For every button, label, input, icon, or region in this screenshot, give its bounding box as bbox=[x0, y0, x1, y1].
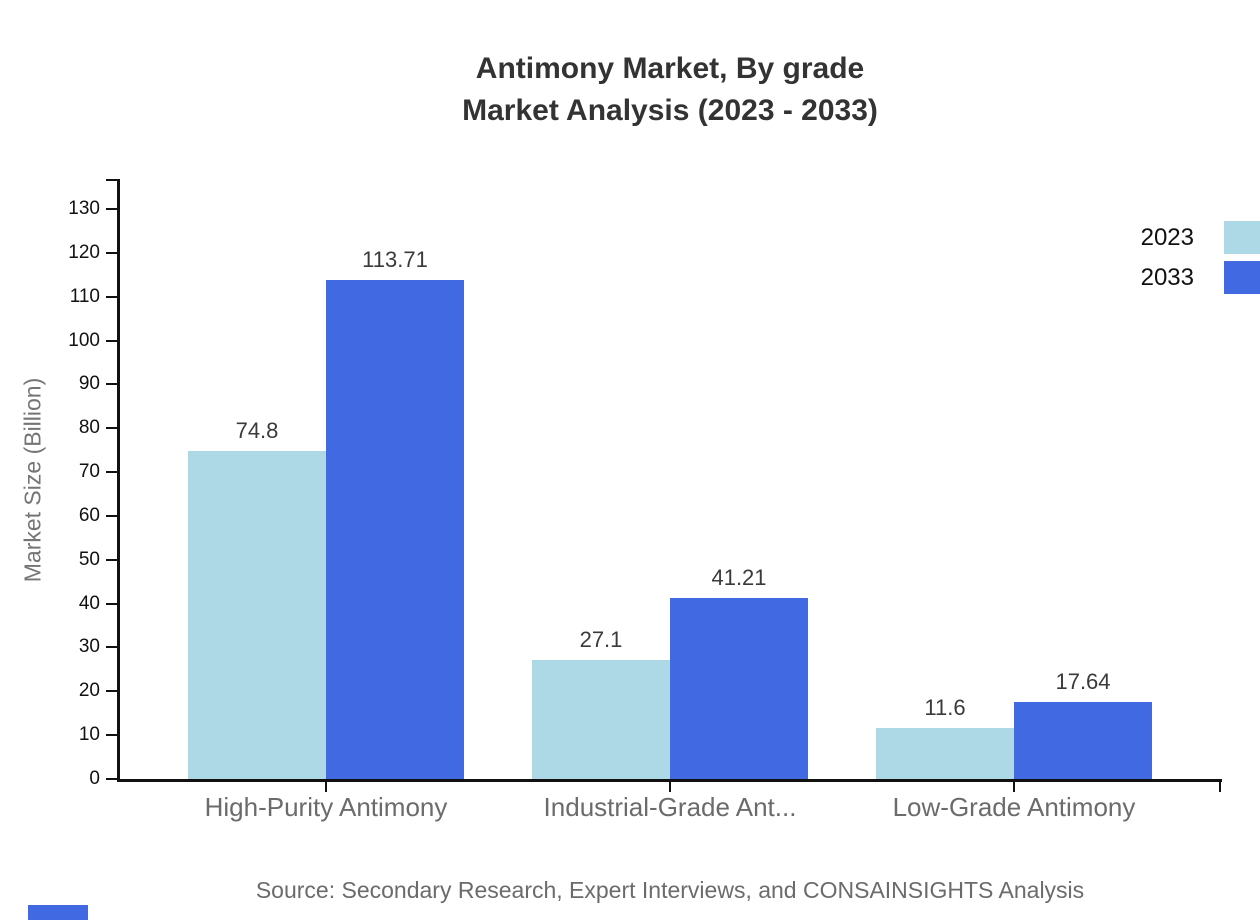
bar-value-label: 27.1 bbox=[579, 627, 623, 652]
y-tick-label: 80 bbox=[78, 417, 100, 439]
bar-value-label: 41.21 bbox=[711, 565, 767, 590]
bar-value-label: 17.64 bbox=[1055, 669, 1111, 694]
chart-title-line1: Antimony Market, By grade bbox=[475, 52, 865, 85]
bar-value-label: 11.6 bbox=[924, 695, 966, 720]
y-tick-label: 110 bbox=[69, 285, 100, 307]
bar-2033-2 bbox=[1014, 702, 1152, 779]
y-tick-label: 40 bbox=[78, 592, 100, 614]
y-tick-mark bbox=[106, 602, 117, 605]
y-tick-mark bbox=[106, 339, 117, 342]
y-tick-mark bbox=[106, 383, 117, 386]
x-category-label: Industrial-Grade Ant... bbox=[543, 792, 797, 822]
y-tick-mark bbox=[106, 251, 117, 254]
y-tick-label: 20 bbox=[78, 680, 100, 702]
y-tick-mark bbox=[106, 690, 117, 693]
y-tick-mark bbox=[106, 208, 117, 210]
y-tick-label: 0 bbox=[89, 768, 100, 789]
bar-2023-1 bbox=[532, 660, 670, 779]
x-axis-line bbox=[117, 779, 1222, 782]
x-tick-mark bbox=[325, 782, 327, 792]
x-category-label: Low-Grade Antimony bbox=[892, 792, 1136, 822]
bar-value-label: 74.8 bbox=[235, 418, 279, 443]
y-tick-label: 50 bbox=[78, 548, 100, 570]
x-tick-mark bbox=[1013, 782, 1015, 792]
y-tick-label: 60 bbox=[78, 504, 100, 526]
x-axis-end-tick-icon bbox=[1219, 782, 1221, 792]
legend-label-2033[interactable]: 2033 bbox=[1140, 264, 1194, 291]
chart-title: Antimony Market, By grade Market Analysi… bbox=[80, 48, 1260, 132]
x-category-label: High-Purity Antimony bbox=[204, 792, 448, 822]
y-tick-label: 70 bbox=[78, 461, 100, 483]
bar-2033-0 bbox=[326, 280, 464, 779]
y-axis-end-tick-icon bbox=[106, 179, 120, 181]
partial-bar-bottom-left-icon bbox=[28, 905, 88, 920]
y-tick-mark bbox=[106, 646, 117, 649]
source-text: Source: Secondary Research, Expert Inter… bbox=[255, 877, 1085, 903]
bar-2023-2 bbox=[876, 728, 1014, 779]
y-tick-label: 120 bbox=[68, 241, 100, 263]
y-tick-label: 130 bbox=[68, 198, 100, 219]
x-tick-mark bbox=[669, 782, 671, 792]
chart-title-line2: Market Analysis (2023 - 2033) bbox=[462, 94, 878, 127]
y-axis-line bbox=[117, 179, 120, 782]
legend-swatch-2023-icon[interactable] bbox=[1224, 221, 1260, 254]
y-tick-mark bbox=[106, 295, 117, 298]
bar-2033-1 bbox=[670, 598, 808, 779]
y-tick-label: 100 bbox=[68, 329, 100, 351]
y-tick-mark bbox=[106, 558, 117, 561]
legend-label-2023[interactable]: 2023 bbox=[1140, 224, 1194, 251]
y-tick-mark bbox=[106, 427, 117, 430]
y-tick-label: 90 bbox=[78, 373, 100, 395]
y-tick-mark bbox=[106, 471, 117, 474]
bar-2023-0 bbox=[188, 451, 326, 779]
y-tick-label: 10 bbox=[78, 724, 100, 746]
y-tick-mark bbox=[106, 778, 117, 780]
y-tick-mark bbox=[106, 514, 117, 517]
y-tick-mark bbox=[106, 734, 117, 737]
legend-swatch-2033-icon[interactable] bbox=[1224, 261, 1260, 294]
bar-value-label: 113.71 bbox=[362, 247, 428, 272]
y-tick-label: 30 bbox=[78, 636, 100, 658]
